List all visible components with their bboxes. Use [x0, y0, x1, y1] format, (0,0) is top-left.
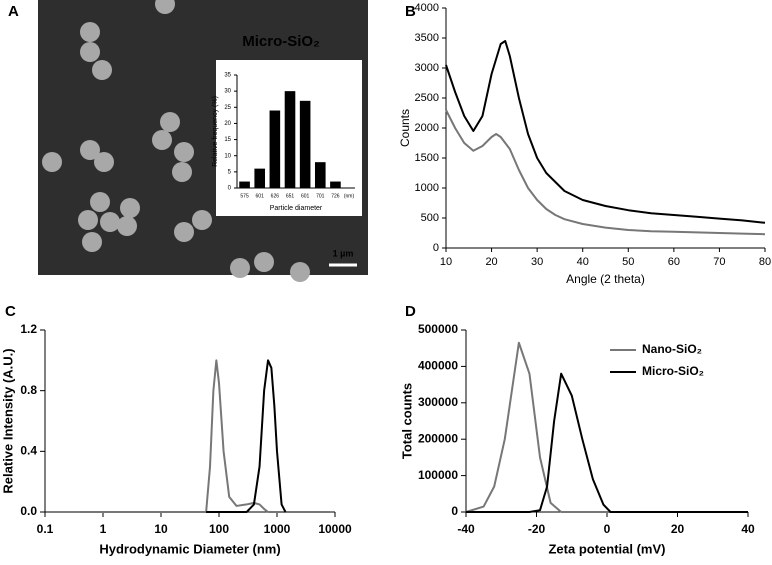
x-tick-label: 10	[154, 522, 168, 536]
bar	[314, 162, 326, 188]
panel-letter: B	[405, 3, 416, 20]
legend-label: Micro-SiO₂	[642, 364, 704, 378]
y-tick-label: 15	[224, 137, 231, 143]
x-tick-label: 0	[604, 522, 611, 536]
scale-bar-label: 1 µm	[333, 248, 354, 258]
y-tick-label: 30	[224, 89, 231, 95]
x-tick-label: 10	[440, 256, 452, 268]
series-line	[466, 372, 748, 513]
x-tick-label: 80	[759, 256, 771, 268]
x-axis-label: Zeta potential (mV)	[548, 541, 665, 556]
bar	[269, 110, 281, 188]
y-tick-label: 3500	[415, 32, 439, 44]
bar	[299, 100, 311, 188]
x-axis-label: Particle diameter	[270, 205, 323, 212]
y-axis-label: Relative Intensity (A.U.)	[0, 348, 15, 493]
y-tick-label: 20	[224, 121, 231, 127]
y-tick-label: 200000	[418, 431, 458, 445]
x-tick-label: 70	[713, 256, 725, 268]
y-tick-label: 35	[224, 73, 231, 79]
y-tick-label: 0	[451, 504, 458, 518]
x-tick-label: 30	[531, 256, 543, 268]
x-tick-label: 60	[668, 256, 680, 268]
y-tick-label: 0.4	[20, 444, 37, 458]
x-axis-label: Angle (2 theta)	[566, 272, 645, 286]
bar	[239, 181, 250, 188]
y-tick-label: 1000	[415, 182, 439, 194]
panel-letter: A	[8, 3, 19, 20]
x-tick-label: 601	[256, 193, 265, 199]
x-tick-label: 20	[671, 522, 685, 536]
y-tick-label: 4000	[415, 2, 439, 14]
bar	[284, 91, 296, 188]
particles	[42, 0, 310, 282]
image-title: Micro-SiO₂	[242, 33, 320, 50]
y-tick-label: 0	[433, 242, 439, 254]
y-tick-label: 2500	[415, 92, 439, 104]
x-tick-label: -20	[528, 522, 546, 536]
y-tick-label: 300000	[418, 395, 458, 409]
y-tick-label: 10	[224, 153, 231, 159]
y-tick-label: 400000	[418, 359, 458, 373]
x-tick-label: 40	[577, 256, 589, 268]
y-tick-label: 2000	[415, 122, 439, 134]
x-tick-label: -40	[457, 522, 475, 536]
y-tick-label: 100000	[418, 468, 458, 482]
unit-label: (nm)	[344, 193, 355, 199]
y-tick-label: 25	[224, 105, 231, 111]
series-line	[445, 109, 766, 236]
x-tick-label: 50	[622, 256, 634, 268]
panel-letter: C	[5, 303, 16, 320]
panel-letter: D	[405, 303, 416, 320]
y-axis-label: Counts	[398, 109, 412, 147]
y-tick-label: 0	[228, 186, 232, 192]
bar	[254, 168, 266, 188]
series-line	[79, 359, 330, 513]
y-tick-label: 1.2	[20, 322, 37, 336]
y-tick-label: 0.0	[20, 504, 37, 518]
y-tick-label: 5	[228, 169, 232, 175]
series-line	[465, 341, 748, 513]
y-axis-label: Relative frequency (%)	[212, 96, 219, 167]
legend-label: Nano-SiO₂	[642, 342, 702, 356]
series-line	[445, 40, 766, 224]
x-tick-label: 0.1	[37, 522, 54, 536]
x-tick-label: 100	[209, 522, 229, 536]
x-tick-label: 701	[316, 193, 325, 199]
x-tick-label: 40	[741, 522, 755, 536]
x-tick-label: 575	[240, 193, 249, 199]
bar	[330, 181, 341, 188]
y-tick-label: 0.8	[20, 383, 37, 397]
x-tick-label: 10000	[318, 522, 352, 536]
y-tick-label: 3000	[415, 62, 439, 74]
x-tick-label: 726	[331, 193, 340, 199]
y-tick-label: 1500	[415, 152, 439, 164]
x-tick-label: 651	[286, 193, 295, 199]
x-tick-label: 1000	[264, 522, 291, 536]
y-axis-label: Total counts	[399, 383, 414, 459]
y-tick-label: 500	[421, 212, 439, 224]
x-tick-label: 1	[100, 522, 107, 536]
y-tick-label: 500000	[418, 322, 458, 336]
series-line	[206, 359, 287, 513]
x-tick-label: 601	[301, 193, 310, 199]
x-axis-label: Hydrodynamic Diameter (nm)	[99, 541, 280, 556]
x-tick-label: 20	[485, 256, 497, 268]
x-tick-label: 626	[271, 193, 280, 199]
